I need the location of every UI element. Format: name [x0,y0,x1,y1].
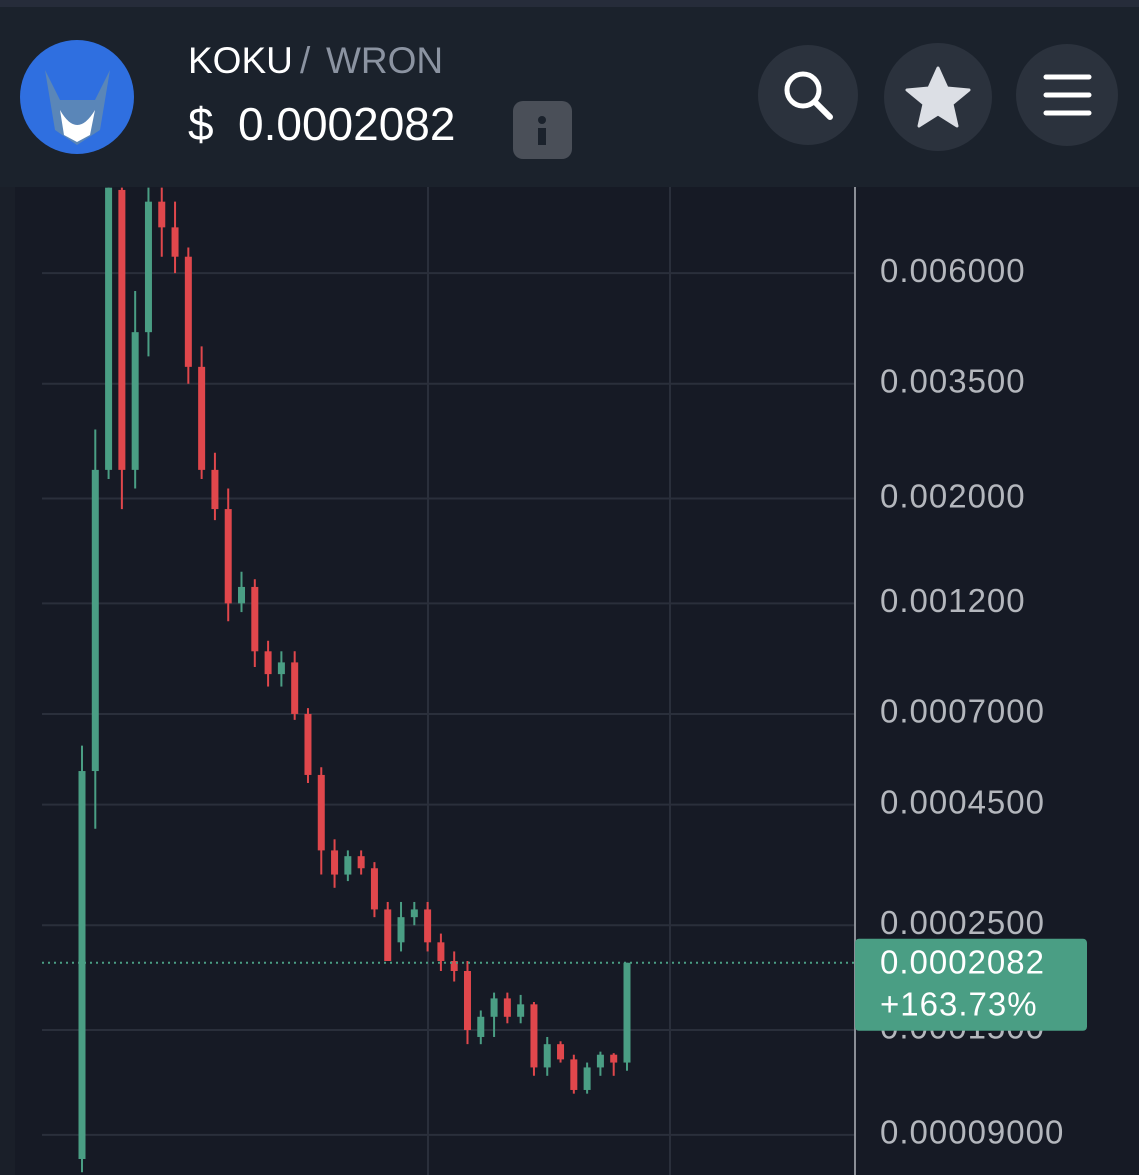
candle-body [331,850,339,875]
search-icon [784,71,822,109]
candle-body [397,917,405,943]
candle-body [596,1054,604,1068]
candle-body [144,201,152,333]
candle-body [583,1067,591,1090]
candle-body [517,1004,525,1017]
info-icon-dot [538,116,546,124]
y-tick-label: 0.0002500 [880,904,1045,941]
candle-body [251,586,259,652]
candle-body [503,998,511,1017]
candle-body [198,366,206,470]
candle-body [277,662,285,675]
candle-body [543,1044,551,1068]
candle-body [317,774,325,851]
header-price: 0.0002082 [238,98,455,150]
avatar-fox-face [60,110,95,142]
candle-body [171,227,179,257]
info-icon-bar [538,128,546,145]
candle-body [118,189,126,470]
candle-body [357,856,365,869]
avatar-fox [45,70,110,145]
candle-body [424,909,432,943]
y-tick-label: 0.006000 [880,252,1026,289]
y-tick-label: 0.002000 [880,477,1026,514]
candle-body [344,856,352,875]
pair-separator: / [300,40,311,81]
candle-body [530,1004,538,1068]
candle-body [463,970,471,1031]
star-icon [905,66,971,128]
last-price-tag [855,938,1087,1031]
currency-sign: $ [188,98,214,150]
candle-body [105,187,113,470]
candle-body [477,1016,485,1037]
token-avatar [20,40,134,154]
candle-body [370,868,378,910]
candle-body [304,713,312,775]
candle-body [78,771,86,1160]
left-edge [0,187,15,1175]
candle-body [131,332,139,470]
candle-body [184,256,192,367]
quote-symbol: WRON [326,40,443,81]
y-tick-label: 0.001200 [880,582,1026,619]
candle-body [570,1059,578,1090]
candle-body [610,1054,618,1063]
chart: 0.006000 0.003500 0.002000 0.001200 0.000700… [42,187,1087,1175]
candle-body [238,586,246,604]
candle-body [264,651,272,675]
search-icon-handle [812,99,833,120]
candle-body [450,960,458,971]
y-tick-label: 0.00009000 [880,1114,1064,1151]
base-symbol: KOKU [188,40,293,81]
candle-body [437,942,445,961]
y-tick-label: 0.0007000 [880,693,1045,730]
candle-body [623,962,631,1063]
candle-body [291,662,299,714]
candle-body [224,509,232,604]
candle-body [211,469,219,510]
candle-body [557,1044,565,1060]
status-strip [0,0,1139,7]
menu-icon [1043,74,1092,116]
y-tick-label: 0.003500 [880,362,1026,399]
candle-body [158,201,166,228]
y-tick-label: 0.0004500 [880,783,1045,820]
change-label: +163.73% [880,985,1038,1022]
candle-body [384,909,392,961]
search-button[interactable] [758,45,858,145]
candle-body [410,909,418,918]
last-price-label: 0.0002082 [880,943,1045,980]
candle-body [91,469,99,772]
candle-body [490,998,498,1017]
